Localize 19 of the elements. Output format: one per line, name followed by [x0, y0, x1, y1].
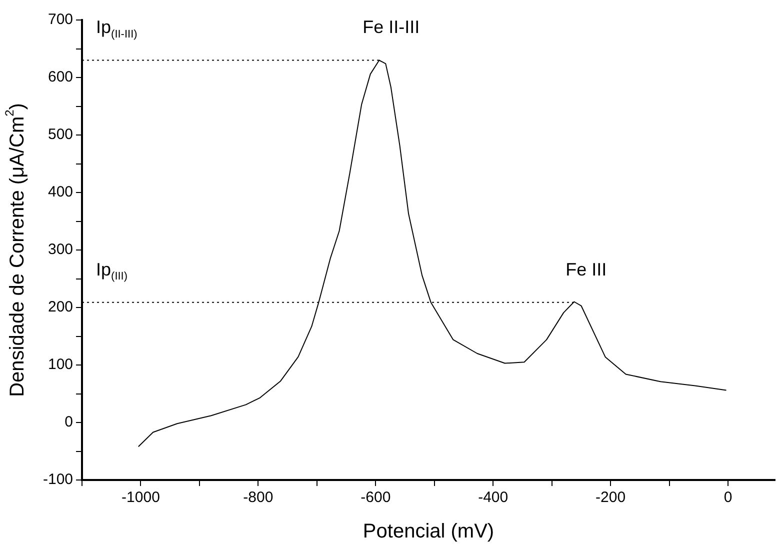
x-axis-title: Potencial (mV): [362, 520, 494, 543]
y-tick-label: 400: [48, 184, 74, 201]
y-tick-label: 300: [48, 241, 74, 258]
x-tick-label: -200: [596, 489, 626, 506]
y-tick-label: 200: [48, 298, 74, 316]
annotation: Fe III: [566, 259, 607, 280]
y-tick-label: 100: [48, 356, 74, 374]
x-tick-label: 0: [724, 489, 732, 506]
y-tick-label: 700: [48, 11, 74, 28]
y-tick-label: -100: [42, 471, 74, 488]
y-tick-label: 0: [64, 414, 74, 431]
y-tick-label: 500: [48, 126, 74, 144]
y-tick-label: 600: [48, 68, 74, 86]
x-tick-label: -800: [243, 489, 274, 506]
x-tick-label: -1000: [122, 489, 160, 506]
x-tick-label: -600: [360, 489, 391, 506]
x-tick-label: -400: [478, 489, 508, 506]
annotation: Fe II-III: [362, 17, 420, 38]
y-axis-title: Densidade de Corrente (μA/Cm2): [2, 103, 29, 397]
